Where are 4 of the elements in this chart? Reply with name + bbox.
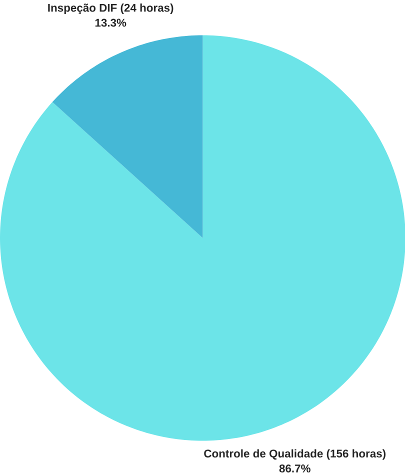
data-label: 13.3% <box>95 18 126 27</box>
slice-label: Controle de Qualidade (156 horas) <box>204 449 386 460</box>
data-label: 86.7% <box>279 464 310 472</box>
slice-label: Inspeção DIF (24 horas) <box>48 4 173 14</box>
